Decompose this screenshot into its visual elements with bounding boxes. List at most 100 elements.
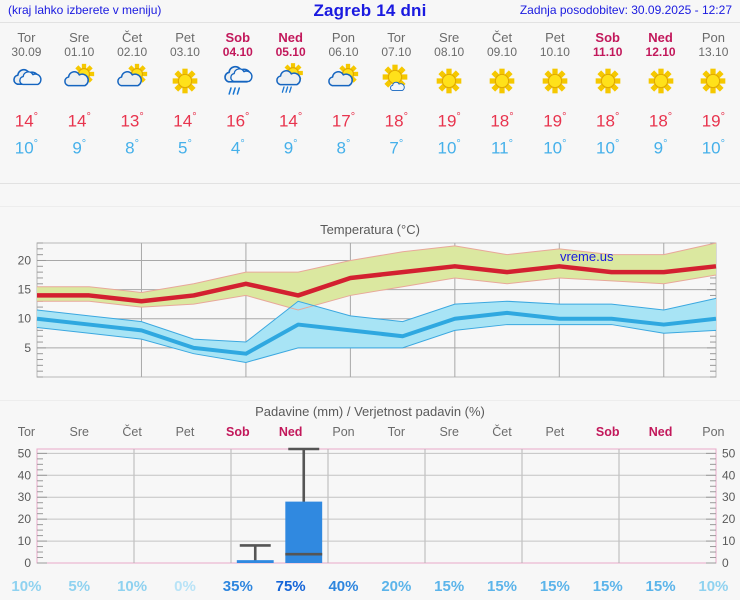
- precip-day-label: Tor: [387, 425, 406, 439]
- temperature-plot: 5 10 15 20 vreme.us: [18, 242, 717, 378]
- max-temperature: 19°: [437, 111, 461, 131]
- min-temperature: 10°: [437, 137, 461, 158]
- max-temperature: 18°: [490, 111, 514, 131]
- svg-text:20: 20: [18, 512, 32, 526]
- precip-day-label: Čet: [492, 425, 512, 439]
- day-date: 11.10: [593, 45, 623, 59]
- min-temperature: 10°: [701, 137, 726, 158]
- day-name: Ned: [648, 30, 673, 45]
- day-name: Sre: [69, 30, 90, 45]
- min-temperature: 9°: [653, 137, 668, 158]
- day-date: 05.10: [275, 45, 306, 59]
- svg-text:15: 15: [18, 283, 32, 297]
- svg-text:20: 20: [18, 253, 32, 267]
- day-name: Čet: [491, 30, 513, 45]
- sunny-icon: [585, 59, 631, 102]
- max-temperature: 14°: [278, 111, 303, 131]
- partly-sunny-icon: [109, 59, 155, 102]
- rain-cloud-icon: [215, 59, 261, 102]
- svg-text:40: 40: [722, 468, 736, 482]
- max-temperature: 14°: [173, 111, 197, 131]
- strip-divider: [0, 183, 740, 184]
- precip-day-label: Pet: [545, 425, 565, 439]
- sun-small-cloud-icon: [373, 59, 419, 102]
- strip-divider-2: [0, 206, 740, 207]
- day-name: Pon: [331, 30, 356, 45]
- precip-day-label: Sob: [595, 425, 620, 439]
- svg-text:30: 30: [18, 490, 32, 504]
- day-name: Sob: [595, 30, 620, 45]
- svg-text:30: 30: [722, 490, 736, 504]
- day-column[interactable]: Čet 09.10 18° 11°: [476, 26, 529, 166]
- page-title: Zagreb 14 dni: [313, 1, 427, 20]
- precipitation-plot: 0 0 10 10 20 20 30 30 40 40 50 50: [18, 446, 736, 570]
- sun-rain-icon: [268, 59, 314, 102]
- precip-day-label: Pon: [702, 425, 725, 439]
- day-name: Tor: [17, 30, 36, 45]
- day-date: 03.10: [169, 45, 200, 59]
- day-date: 04.10: [222, 45, 253, 59]
- temperature-chart-title: Temperatura (°C): [320, 222, 420, 237]
- forecast-day-strip: Tor 30.09 14° 10° Sre 01.10 14° 9° Čet 02.10 13° 8°…: [0, 26, 740, 166]
- chart-divider: [0, 400, 740, 401]
- day-date: 30.09: [11, 45, 42, 59]
- day-name: Tor: [387, 30, 406, 45]
- precip-probability: 35%: [222, 578, 253, 595]
- day-column[interactable]: Sre 08.10 19° 10°: [423, 26, 476, 166]
- day-date: 01.10: [64, 45, 95, 59]
- day-name: Sob: [225, 30, 251, 45]
- sunny-icon: [426, 59, 472, 102]
- min-temperature: 10°: [596, 137, 620, 158]
- day-name: Pon: [701, 30, 725, 45]
- max-temperature: 16°: [226, 111, 250, 131]
- max-temperature: 17°: [331, 111, 356, 131]
- day-date: 06.10: [328, 45, 359, 59]
- svg-text:10: 10: [18, 312, 32, 326]
- day-column[interactable]: Sob 04.10 16° 4°: [211, 26, 264, 166]
- max-temperature: 18°: [648, 111, 673, 131]
- day-column[interactable]: Sob 11.10 18° 10°: [581, 26, 634, 166]
- sunny-icon: [479, 59, 525, 102]
- precip-probability: 15%: [539, 578, 570, 595]
- day-date: 09.10: [487, 45, 518, 59]
- min-temperature: 11°: [490, 137, 514, 158]
- day-column[interactable]: Tor 30.09 14° 10°: [0, 26, 53, 166]
- sunny-icon: [638, 59, 684, 102]
- day-column[interactable]: Ned 12.10 18° 9°: [634, 26, 687, 166]
- day-column[interactable]: Sre 01.10 14° 9°: [53, 26, 106, 166]
- day-name: Čet: [121, 30, 143, 45]
- min-temperature: 4°: [230, 137, 245, 158]
- day-column[interactable]: Pet 10.10 19° 10°: [528, 26, 581, 166]
- sunny-icon: [690, 59, 736, 102]
- day-column[interactable]: Pon 06.10 17° 8°: [317, 26, 370, 166]
- precip-probability: 15%: [487, 578, 518, 595]
- precip-probability: 0%: [174, 578, 196, 595]
- precip-probability: 10%: [698, 578, 729, 595]
- precip-day-label: Ned: [278, 425, 303, 439]
- day-column[interactable]: Ned 05.10 14° 9°: [264, 26, 317, 166]
- max-temperature: 18°: [596, 111, 620, 131]
- last-update-text: Zadnja posodobitev: 30.09.2025 - 12:27: [519, 3, 732, 17]
- day-column[interactable]: Pet 03.10 14° 5°: [159, 26, 212, 166]
- min-temperature: 10°: [543, 137, 567, 158]
- max-temperature: 13°: [120, 111, 144, 131]
- svg-text:vreme.us: vreme.us: [560, 249, 614, 264]
- svg-text:50: 50: [722, 446, 736, 460]
- day-column[interactable]: Čet 02.10 13° 8°: [106, 26, 159, 166]
- day-column[interactable]: Tor 07.10 18° 7°: [370, 26, 423, 166]
- min-temperature: 8°: [336, 137, 351, 158]
- precip-probability: 15%: [645, 578, 676, 595]
- partly-sunny-icon: [56, 59, 102, 102]
- min-temperature: 9°: [283, 137, 298, 158]
- precip-probability: 15%: [592, 578, 623, 595]
- precipitation-chart: Padavine (mm) / Verjetnost padavin (%): [0, 404, 740, 594]
- day-name: Pet: [175, 30, 195, 45]
- day-date: 12.10: [645, 45, 676, 59]
- max-temperature: 14°: [14, 111, 39, 131]
- precip-day-label: Čet: [122, 425, 142, 439]
- day-date: 07.10: [381, 45, 412, 59]
- precipitation-chart-title: Padavine (mm) / Verjetnost padavin (%): [255, 404, 485, 419]
- precip-day-label: Sob: [225, 425, 250, 439]
- precip-probability: 40%: [328, 578, 359, 595]
- day-column[interactable]: Pon 13.10 19° 10°: [687, 26, 740, 166]
